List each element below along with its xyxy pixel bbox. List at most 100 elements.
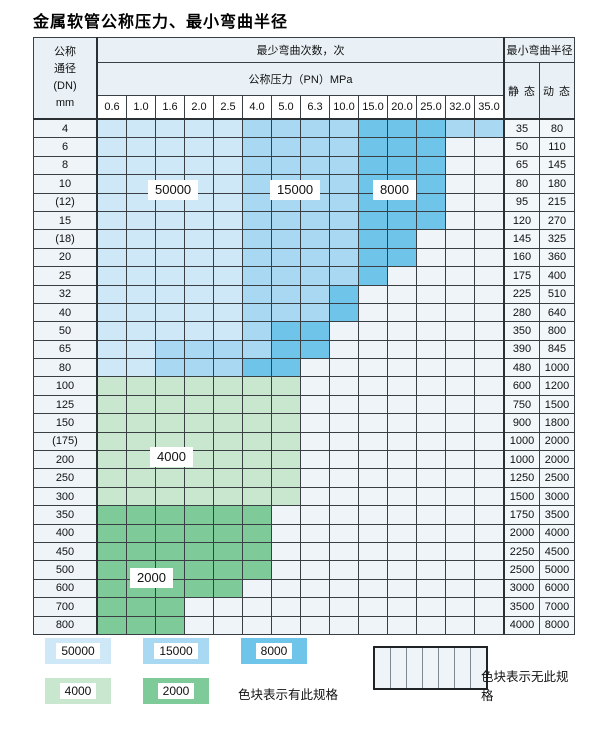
dn-header-cell: 公称 通径 (DN) mm xyxy=(33,37,98,120)
spec-cell-empty xyxy=(358,339,388,360)
table-row: 50 350 800 xyxy=(33,321,575,341)
dn-value-cell: 40 xyxy=(33,302,98,323)
legend-no-spec-stripe xyxy=(391,648,407,688)
spec-cell-empty xyxy=(445,505,475,525)
dynamic-radius-cell: 80 xyxy=(539,118,575,139)
spec-cell-filled xyxy=(242,192,272,212)
spec-cell-empty xyxy=(387,541,417,562)
static-radius-cell: 95 xyxy=(503,192,540,212)
static-radius-cell: 750 xyxy=(503,394,540,415)
table-row: (175) 1000 2000 xyxy=(33,431,575,452)
spec-cell-filled xyxy=(271,358,301,378)
dynamic-radius-cell: 3000 xyxy=(539,486,575,507)
spec-cell-empty xyxy=(445,210,475,231)
spec-cell-empty xyxy=(300,597,330,617)
spec-cell-empty xyxy=(300,468,330,488)
static-radius-cell: 2000 xyxy=(503,523,540,543)
spec-cell-filled xyxy=(387,155,417,176)
spec-cell-empty xyxy=(445,266,475,286)
dn-value-cell: 300 xyxy=(33,486,98,507)
spec-cell-filled xyxy=(126,118,156,139)
spec-cell-filled xyxy=(96,431,127,452)
spec-cell-filled xyxy=(126,505,156,525)
table-row: 65 390 845 xyxy=(33,339,575,360)
dynamic-radius-cell: 360 xyxy=(539,247,575,268)
spec-cell-filled xyxy=(155,597,185,617)
spec-cell-empty xyxy=(300,358,330,378)
legend-swatch-label: 15000 xyxy=(154,643,198,659)
spec-cell-filled xyxy=(96,450,127,470)
spec-cell-empty xyxy=(445,597,475,617)
spec-cell-empty xyxy=(184,597,214,617)
spec-cell-empty xyxy=(474,358,505,378)
spec-cell-empty xyxy=(242,597,272,617)
spec-cell-empty xyxy=(387,597,417,617)
spec-cell-empty xyxy=(358,450,388,470)
spec-cell-filled xyxy=(329,284,359,304)
spec-cell-empty xyxy=(474,137,505,157)
dynamic-radius-cell: 1500 xyxy=(539,394,575,415)
table-row: 8 65 145 xyxy=(33,155,575,176)
spec-cell-empty xyxy=(445,376,475,396)
spec-cell-filled xyxy=(300,302,330,323)
dn-value-cell: 400 xyxy=(33,523,98,543)
spec-cell-filled xyxy=(184,358,214,378)
spec-cell-empty xyxy=(329,578,359,599)
spec-cell-filled xyxy=(126,137,156,157)
spec-cell-filled xyxy=(126,358,156,378)
spec-cell-filled xyxy=(155,431,185,452)
pressure-column-header: 15.0 xyxy=(358,95,388,120)
spec-cell-filled xyxy=(184,560,214,580)
spec-cell-empty xyxy=(271,560,301,580)
spec-cell-filled xyxy=(213,302,243,323)
legend-swatch: 8000 xyxy=(241,638,307,664)
dn-header-line-3: (DN) xyxy=(53,80,77,92)
spec-cell-filled xyxy=(271,210,301,231)
legend-swatch: 15000 xyxy=(143,638,209,664)
spec-cell-filled xyxy=(474,118,505,139)
bend-count-header: 最少弯曲次数，次 xyxy=(96,37,505,63)
spec-cell-filled xyxy=(184,210,214,231)
spec-cell-filled xyxy=(213,560,243,580)
spec-cell-filled xyxy=(242,321,272,341)
spec-cell-filled xyxy=(213,541,243,562)
spec-cell-empty xyxy=(445,192,475,212)
spec-cell-empty xyxy=(300,578,330,599)
spec-cell-filled xyxy=(155,229,185,249)
header-row-3-pressures: 0.6 1.0 1.6 2.0 2.5 4.0 5.0 6.3 10.0 15.0 20.0 25.0… xyxy=(34,95,575,120)
table-row: 800 4000 8000 xyxy=(33,615,575,635)
dynamic-radius-cell: 1800 xyxy=(539,413,575,433)
spec-cell-filled xyxy=(358,155,388,176)
spec-cell-filled xyxy=(300,266,330,286)
dynamic-radius-cell: 1200 xyxy=(539,376,575,396)
spec-cell-filled xyxy=(126,321,156,341)
spec-cell-filled xyxy=(96,523,127,543)
dynamic-radius-cell: 110 xyxy=(539,137,575,157)
spec-cell-filled xyxy=(184,523,214,543)
spec-cell-empty xyxy=(329,321,359,341)
spec-cell-empty xyxy=(445,468,475,488)
dn-value-cell: 500 xyxy=(33,560,98,580)
spec-cell-filled xyxy=(184,321,214,341)
spec-cell-filled xyxy=(184,266,214,286)
legend-no-spec-stripe xyxy=(455,648,471,688)
spec-cell-filled xyxy=(155,486,185,507)
spec-cell-empty xyxy=(387,431,417,452)
pressure-column-header: 1.6 xyxy=(155,95,185,120)
spec-cell-filled xyxy=(329,155,359,176)
static-radius-cell: 65 xyxy=(503,155,540,176)
pressure-column-header: 2.0 xyxy=(184,95,214,120)
spec-cell-filled xyxy=(329,192,359,212)
spec-cell-filled xyxy=(416,210,446,231)
spec-cell-filled xyxy=(96,210,127,231)
dynamic-radius-cell: 800 xyxy=(539,321,575,341)
dn-value-cell: (175) xyxy=(33,431,98,452)
table-row: 250 1250 2500 xyxy=(33,468,575,488)
dn-value-cell: 350 xyxy=(33,505,98,525)
spec-cell-empty xyxy=(416,358,446,378)
spec-cell-filled xyxy=(155,376,185,396)
spec-cell-filled xyxy=(271,247,301,268)
spec-cell-empty xyxy=(474,302,505,323)
pressure-column-header: 2.5 xyxy=(213,95,243,120)
table-body: 4 35 80 6 50 110 8 65 145 10 80 180 (12) 95 215 15 120 27… xyxy=(33,118,575,635)
